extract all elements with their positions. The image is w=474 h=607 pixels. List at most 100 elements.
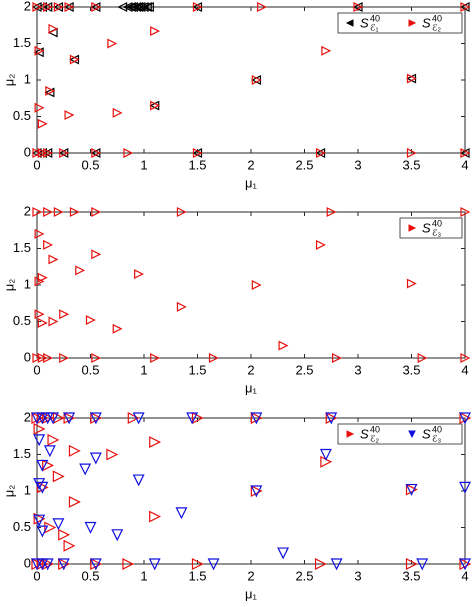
marker [89,558,102,571]
marker [459,481,471,494]
legend-marker [408,19,417,27]
marker [37,148,48,158]
x-tick-label: 2 [247,157,254,172]
marker [208,353,219,363]
marker [34,102,45,113]
marker [122,558,135,570]
marker [37,353,48,363]
marker [111,529,124,542]
marker [144,2,154,12]
y-tick-label: 1.5 [13,35,31,50]
marker [47,433,60,446]
marker [251,280,262,290]
marker [191,412,204,424]
legend-superscript: 40 [432,13,442,23]
marker [330,558,343,571]
marker [416,558,429,571]
marker [63,412,76,424]
marker [278,340,289,351]
marker [315,239,326,250]
x-tick-label: 4 [461,157,468,172]
marker [405,483,418,496]
y-tick-label: 1.5 [13,446,31,461]
x-tick-label: 2.5 [295,568,313,583]
marker [36,525,49,538]
marker [37,272,48,283]
marker [405,483,418,496]
marker [89,412,102,425]
marker [43,353,54,363]
y-tick-label: 1 [24,71,31,86]
x-tick-label: 0 [33,362,40,377]
marker [176,207,187,217]
marker [149,436,162,449]
marker [34,228,45,239]
x-tick-label: 4 [461,362,468,377]
legend-superscript: 40 [370,424,380,434]
marker [68,444,81,457]
marker [84,521,97,534]
x-tick-label: 0.5 [81,568,99,583]
legend-label: S [422,426,431,441]
marker [149,510,162,523]
marker [44,521,57,534]
marker [45,85,56,96]
marker [250,485,263,497]
marker [107,38,118,49]
marker [41,558,54,571]
marker [85,315,96,326]
marker [250,412,263,424]
legend-marker [408,430,416,439]
marker [148,558,161,571]
marker [43,445,56,458]
marker [75,265,86,276]
y-tick-label: 0 [24,349,31,364]
marker [32,207,43,217]
marker [44,87,55,98]
legend-superscript: 40 [370,13,380,23]
x-axis-label: μ₁ [245,380,257,395]
marker [132,412,145,425]
marker [63,412,76,425]
legend-label: S [422,15,431,30]
legend-box [399,217,463,239]
marker [460,148,471,158]
marker [48,316,59,327]
marker [405,558,418,570]
x-tick-label: 1.5 [188,568,206,583]
marker [459,558,472,570]
marker [69,54,80,65]
marker [192,148,203,158]
marker [43,2,54,12]
y-tick-label: 2 [24,409,31,424]
marker [91,148,102,158]
legend-subscript: ℰ₃ [432,227,441,237]
x-tick-label: 3 [354,157,361,172]
legend-subscript: ℰ₃ [432,433,441,443]
legend-marker [345,19,354,27]
marker [64,2,75,12]
x-tick-label: 0 [33,568,40,583]
marker [325,412,338,425]
marker [192,2,203,12]
marker [176,301,187,312]
marker [42,412,55,424]
marker [150,100,161,111]
marker [37,118,48,129]
marker [406,278,417,289]
marker [123,148,134,158]
marker [52,412,65,424]
y-tick-label: 0.5 [13,313,31,328]
x-tick-label: 3.5 [402,157,420,172]
marker [191,558,204,570]
marker [37,2,47,12]
x-tick-label: 0 [33,157,40,172]
x-axis-label: μ₁ [245,175,257,190]
x-tick-label: 0.5 [81,157,99,172]
x-tick-label: 1.5 [188,157,206,172]
marker [43,207,54,217]
marker [33,422,46,435]
marker [63,539,76,552]
marker [58,558,71,570]
legend-label: S [360,15,369,30]
